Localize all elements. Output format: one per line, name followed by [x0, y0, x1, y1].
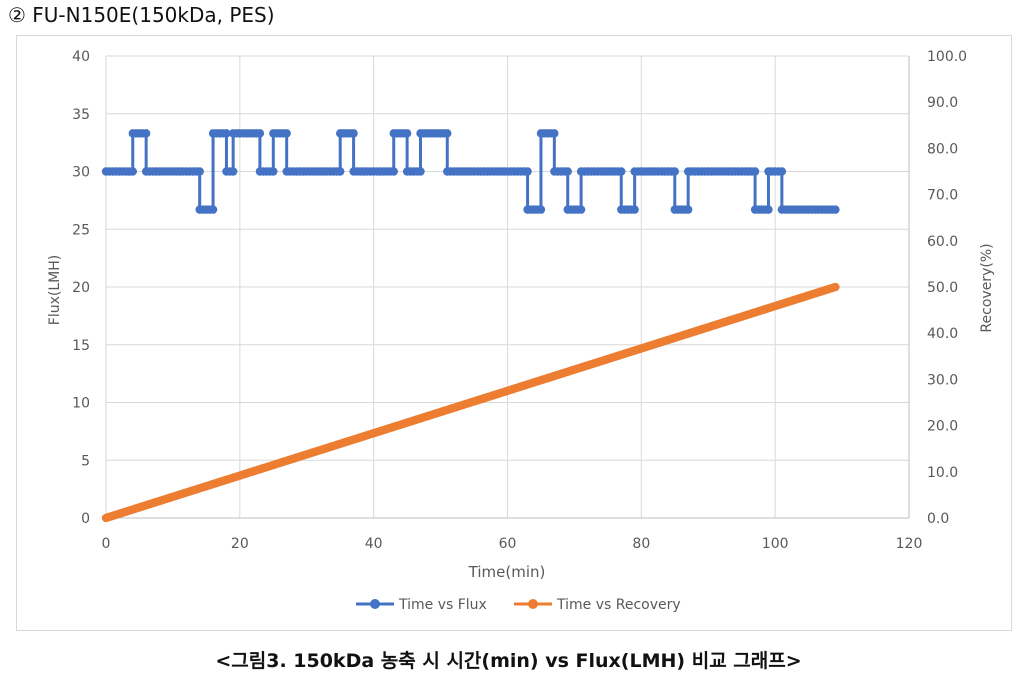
flux-point: [402, 129, 412, 138]
flux-point: [141, 129, 151, 138]
y2-axis-label: Recovery(%): [979, 243, 995, 332]
flux-point: [617, 167, 626, 176]
y-tick-label: 30: [72, 165, 90, 181]
y2-tick-label: 90.0: [927, 95, 958, 111]
y2-tick-label: 10.0: [927, 465, 958, 481]
x-tick-label: 100: [762, 536, 789, 552]
flux-point: [336, 167, 345, 176]
flux-point: [550, 129, 559, 138]
legend-label-flux: Time vs Flux: [398, 597, 487, 613]
y-axis-ticks: 0 5 10 15 20 25 30 35 40: [72, 49, 90, 527]
legend: Time vs Flux Time vs Recovery: [356, 597, 681, 613]
flux-point: [389, 167, 398, 176]
y2-tick-label: 0.0: [927, 511, 949, 527]
flux-point: [208, 205, 218, 214]
flux-point: [228, 167, 238, 176]
flux-point: [349, 129, 358, 138]
series-time-vs-recovery: [101, 282, 840, 523]
y2-tick-label: 30.0: [927, 372, 958, 388]
x-axis-ticks: 0 20 40 60 80 100 120: [102, 536, 923, 552]
y2-tick-label: 20.0: [927, 419, 958, 435]
y-tick-label: 0: [81, 511, 90, 527]
y2-tick-label: 80.0: [927, 141, 958, 157]
y-tick-label: 5: [81, 453, 90, 469]
flux-point: [536, 205, 546, 214]
x-tick-label: 60: [499, 536, 517, 552]
y2-tick-label: 40.0: [927, 326, 958, 342]
y-tick-label: 25: [72, 222, 90, 238]
y2-axis-ticks: 0.0 10.0 20.0 30.0 40.0 50.0 60.0 70.0 80.0 90.0 1…: [927, 49, 967, 527]
figure-caption: <그림3. 150kDa 농축 시 시간(min) vs Flux(LMH) 비…: [215, 650, 802, 672]
flux-point: [255, 129, 265, 138]
chart-frame: [16, 35, 1012, 631]
flux-recovery-chart: 0 20 40 60 80 100 120 0 5 10 15 20 25 30 35 40 0.0 10.0…: [47, 49, 995, 613]
series-time-vs-flux: [101, 129, 840, 214]
y-tick-label: 10: [72, 396, 90, 412]
flux-point: [269, 167, 278, 176]
flux-point: [563, 167, 572, 176]
x-axis-label: Time(min): [468, 563, 546, 581]
x-tick-label: 120: [896, 536, 923, 552]
y2-tick-label: 50.0: [927, 280, 958, 296]
flux-point: [750, 167, 760, 176]
x-tick-label: 40: [365, 536, 383, 552]
y2-tick-label: 100.0: [927, 49, 967, 65]
x-tick-label: 80: [632, 536, 650, 552]
flux-point: [128, 167, 137, 176]
plot-area: [106, 56, 910, 519]
flux-point: [195, 167, 204, 176]
flux-point: [443, 129, 452, 138]
flux-point: [222, 129, 231, 138]
legend-item-recovery: Time vs Recovery: [514, 597, 681, 613]
y2-tick-label: 60.0: [927, 234, 958, 250]
y-axis-label: Flux(LMH): [47, 255, 63, 325]
legend-label-recovery: Time vs Recovery: [556, 597, 681, 613]
flux-point: [282, 129, 291, 138]
gridlines: [105, 55, 910, 519]
flux-point: [831, 205, 840, 214]
y-tick-label: 15: [72, 338, 90, 354]
flux-point: [764, 205, 773, 214]
flux-point: [416, 167, 425, 176]
y-tick-label: 20: [72, 280, 90, 296]
y-tick-label: 40: [72, 49, 90, 65]
recovery-point: [831, 282, 840, 292]
x-tick-label: 0: [102, 536, 111, 552]
legend-item-flux: Time vs Flux: [356, 597, 487, 613]
flux-point: [777, 167, 787, 176]
y-tick-label: 35: [72, 107, 90, 123]
flux-point: [576, 205, 586, 214]
chart-heading: ② FU-N150E(150kDa, PES): [8, 3, 275, 27]
y2-tick-label: 70.0: [927, 188, 958, 204]
flux-point: [630, 205, 639, 214]
flux-point: [670, 167, 679, 176]
flux-point: [523, 167, 532, 176]
flux-line: [106, 131, 836, 212]
flux-point: [683, 205, 693, 214]
x-tick-label: 20: [231, 536, 249, 552]
